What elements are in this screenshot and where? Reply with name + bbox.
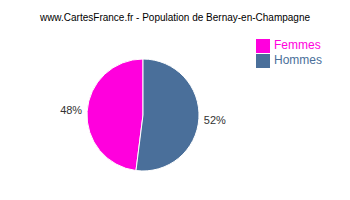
html-text:Femmes: Femmes bbox=[274, 38, 321, 52]
html-text:www.CartesFrance.fr - Populati: www.CartesFrance.fr - Population de Bern… bbox=[39, 12, 311, 23]
svg-text:48%: 48% bbox=[60, 104, 82, 116]
html-text:Hommes: Hommes bbox=[274, 52, 322, 67]
svg-text:52%: 52% bbox=[204, 114, 226, 126]
